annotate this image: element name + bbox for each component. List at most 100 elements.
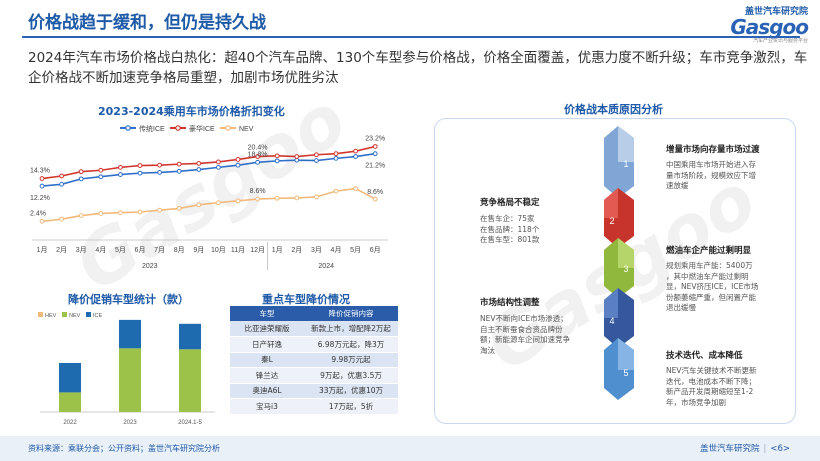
cause-panel-title: 价格战本质原因分析 (560, 101, 667, 117)
cause-arrows: 1 2 3 4 5 (604, 126, 634, 400)
footer-brand-name: 盖世汽车研究院 (699, 444, 760, 454)
data-point (157, 207, 163, 213)
table-cell: 17万起，5折 (304, 398, 398, 415)
cause-number: 5 (623, 368, 628, 378)
brand-cn: 盖世汽车研究院 (744, 7, 808, 17)
legend-label: 传统ICE (139, 124, 165, 133)
data-point (255, 196, 261, 202)
cause-arrow-4: 4 (604, 288, 634, 348)
legend-marker (175, 125, 181, 131)
data-point (176, 168, 182, 174)
data-label: 18.8% (248, 151, 268, 158)
table-cell: 奥迪A6L (230, 383, 304, 399)
cause-body-line: 份额萎缩严重，但闲置产能 (666, 292, 756, 302)
cause-body-line: 迭代，电池成本不断下降； (666, 376, 756, 386)
cause-body-line: 在售车型：801款 (480, 235, 540, 244)
table-title: 重点车型降价情况 (262, 293, 350, 306)
data-point (333, 155, 339, 161)
x-tick-label: 3月 (76, 246, 87, 254)
data-point (255, 154, 261, 159)
cause-body-line: NEV汽车关键技术不断更新 (666, 366, 757, 375)
table-cell: 新款上市，增配降2万起 (304, 321, 398, 337)
data-point (98, 174, 104, 180)
source-note: 资料来源：乘联分会；公开资料；盖世汽车研究院分析 (28, 444, 220, 453)
summary-text: 2024年汽车市场价格战白热化：超40个汽车品牌、130个车型参与价格战，价格全… (28, 50, 808, 86)
data-point (294, 154, 300, 159)
line-chart-title: 2023-2024乘用车市场价格折扣变化 (98, 105, 285, 118)
data-point (274, 158, 280, 164)
legend-label: NEV (239, 126, 254, 133)
cause-body-line: 量市场阶段，规模效应下增 (666, 170, 756, 180)
data-point (353, 148, 359, 154)
cause-body: NEV不断向ICE市场渗透； 自主不断蚕食合资品牌份 额；新能源车企间加速竞争 … (480, 314, 605, 356)
table-row: 日产轩逸 6.98万元起，降3万 (230, 336, 398, 353)
data-point (216, 159, 221, 165)
data-point (118, 172, 123, 177)
data-label: 21.2% (365, 163, 385, 170)
brand-en: Gasgoo (730, 15, 809, 39)
bar-segment (59, 363, 81, 393)
data-point (333, 188, 339, 194)
x-tick-label: 10月 (211, 246, 226, 254)
data-point (157, 162, 163, 168)
x-tick-label: 7月 (154, 246, 165, 254)
data-point (78, 176, 84, 182)
cause-body: 在售车企：75家 在售品牌：118个 在售车型：801款 (480, 214, 580, 246)
x-tick-label: 1月 (37, 246, 48, 254)
data-point (196, 167, 202, 172)
data-label: 8.6% (367, 189, 383, 196)
x-tick-label: 6月 (135, 246, 146, 254)
cause-number: 2 (609, 216, 614, 226)
data-point (78, 169, 84, 175)
data-point (39, 176, 45, 181)
cause-arrow-1: 1 (604, 126, 634, 198)
cause-item-1: 增量市场向存量市场过渡 中国乘用车市场开始进入存 量市场阶段，规模效应下增 速放… (666, 143, 796, 192)
cause-arrow-3: 3 (604, 238, 634, 298)
page-title: 价格战趋于缓和，但仍是持久战 (28, 13, 266, 33)
data-point (39, 218, 45, 224)
header-divider (22, 36, 800, 38)
year-label: 2024 (318, 263, 334, 270)
data-label: 23.2% (365, 135, 385, 142)
x-tick-label: 5月 (350, 246, 361, 254)
brand-sub: 汽车产业资讯与服务平台 (752, 38, 808, 44)
data-label: 2.4% (30, 210, 46, 217)
bar-segment (119, 348, 141, 412)
legend-marker (225, 125, 231, 131)
data-label: 8.6% (250, 188, 266, 195)
cause-title: 技术迭代、成本降低 (666, 351, 743, 361)
cause-item-5: 技术迭代、成本降低 NEV汽车关键技术不断更新 迭代，电池成本不断下降； 新产品… (666, 349, 796, 408)
legend-label: HEV (45, 313, 57, 319)
cause-number: 3 (623, 264, 628, 274)
legend-label: 豪华ICE (189, 124, 215, 133)
cause-item-3: 燃油车企产能过剩明显 规划乘用车产能：5400万 ，其中燃油车产能过剩明 显，N… (666, 244, 796, 314)
data-point (372, 144, 378, 149)
brand-logo: 盖世汽车研究院 Gasgoo 汽车产业资讯与服务平台 (688, 4, 809, 44)
data-point (235, 162, 241, 168)
footer-bar (0, 436, 820, 461)
table-cell: 日产轩逸 (230, 336, 304, 353)
x-tick-label: 6月 (370, 246, 381, 254)
table-row: 奥迪A6L 33万起，优惠10万 (230, 383, 398, 399)
bar-segment (179, 349, 201, 412)
cause-body-line: 新产品开发周期缩短至1-2 (666, 387, 754, 396)
table-header: 车型 (230, 306, 304, 321)
data-point (39, 183, 45, 189)
data-point (137, 170, 143, 176)
legend-swatch (86, 312, 91, 317)
cause-body-line: 年，市场竞争加剧 (666, 397, 726, 407)
cause-body-line: 显，NEV挤压ICE，ICE市场 (666, 282, 759, 291)
cause-body-line: 淘汰 (480, 345, 495, 355)
data-point (216, 200, 221, 206)
cause-body-line: 额；新能源车企间加速竞争 (480, 335, 570, 344)
data-point (353, 154, 359, 159)
line-chart: 传统ICE 豪华ICE NEV 14.3% 12.2% 2.4% 20.4%18.8% 8.6… (30, 124, 388, 270)
data-point (294, 195, 300, 201)
x-tick-label: 9月 (193, 246, 204, 254)
cause-body: 中国乘用车市场开始进入存 量市场阶段，规模效应下增 速放缓 (666, 160, 796, 192)
data-label: 20.4% (248, 145, 268, 152)
x-tick-label: 2023 (123, 420, 137, 426)
data-point (196, 202, 202, 208)
data-point (176, 161, 182, 167)
legend-label: NEV (69, 313, 81, 319)
